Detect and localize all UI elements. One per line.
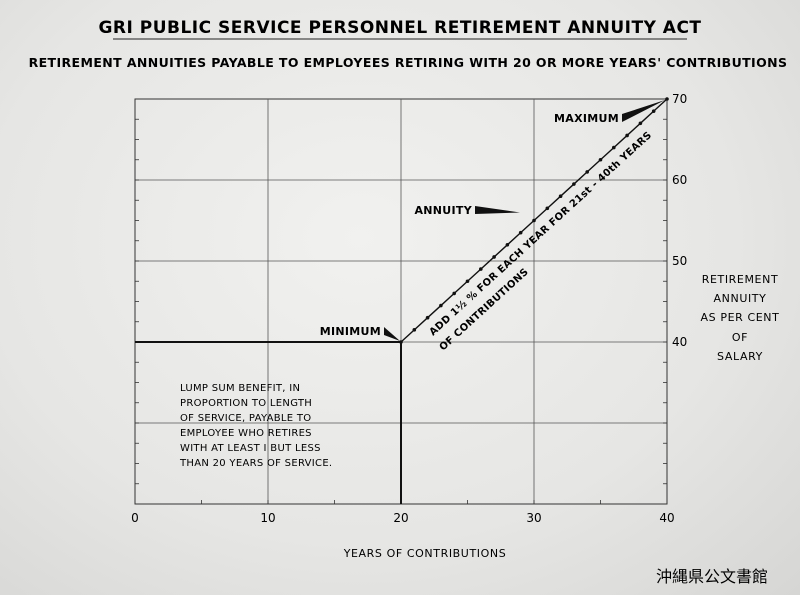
y-tick-label: 40 [672, 335, 687, 349]
archive-stamp: 沖縄県公文書館 [656, 567, 768, 586]
annuity-point [412, 328, 417, 332]
x-tick-label: 10 [260, 511, 275, 525]
annuity-point [439, 303, 443, 308]
maximum-annotation-pointer [622, 100, 665, 122]
annuity-point [558, 194, 563, 198]
annuity-point [545, 206, 550, 211]
lump-sum-line: WITH AT LEAST I BUT LESS [180, 443, 321, 454]
annuity-point [425, 315, 430, 320]
annuity-point [612, 145, 616, 150]
annuity-point [452, 291, 457, 296]
maximum-annotation-label: MAXIMUM [554, 112, 619, 125]
annuity-point [638, 121, 643, 126]
chart-title: GRI PUBLIC SERVICE PERSONNEL RETIREMENT … [98, 18, 701, 38]
x-tick-label: 30 [526, 511, 541, 525]
y-axis-label-line: AS PER CENT [701, 311, 780, 324]
y-axis-label-line: RETIREMENT [702, 273, 779, 286]
y-axis-label: RETIREMENT ANNUITY AS PER CENT OF SALARY [701, 273, 780, 363]
y-tick-label: 70 [672, 92, 687, 106]
y-axis-label-line: OF [732, 331, 748, 344]
lump-sum-note: LUMP SUM BENEFIT, IN PROPORTION TO LENGT… [179, 383, 332, 469]
lump-sum-line: OF SERVICE, PAYABLE TO [180, 413, 311, 424]
x-tick-label: 40 [659, 511, 674, 525]
annuity-point [572, 182, 576, 186]
chart-subtitle: RETIREMENT ANNUITIES PAYABLE TO EMPLOYEE… [29, 55, 788, 70]
y-axis-label-line: SALARY [717, 350, 763, 363]
minimum-annotation-label: MINIMUM [320, 325, 381, 338]
x-tick-label: 0 [131, 511, 139, 525]
annuity-rate-note: ADD 1½ % FOR EACH YEAR FOR 21st - 40th Y… [428, 130, 655, 338]
annuity-point [625, 133, 629, 138]
annuity-point [518, 230, 523, 235]
lump-sum-line: PROPORTION TO LENGTH [180, 398, 312, 409]
y-tick-label: 60 [672, 173, 687, 187]
annuity-point [665, 97, 669, 101]
annuity-point [585, 170, 589, 174]
annuity-point [399, 340, 403, 344]
annuity-point [479, 267, 483, 271]
annuity-point [505, 243, 510, 247]
minimum-annotation-pointer [384, 327, 400, 341]
x-axis-label: YEARS OF CONTRIBUTIONS [343, 547, 507, 560]
lump-sum-line: THAN 20 YEARS OF SERVICE. [179, 458, 332, 469]
annuity-annotation-pointer [475, 206, 520, 214]
annuity-point [465, 279, 470, 284]
annuity-point [532, 218, 536, 223]
annuity-point [492, 255, 496, 259]
y-axis-label-line: ANNUITY [714, 292, 767, 305]
lump-sum-line: EMPLOYEE WHO RETIRES [180, 428, 312, 439]
y-tick-label: 50 [672, 254, 687, 268]
lump-sum-line: LUMP SUM BENEFIT, IN [180, 383, 300, 394]
annuity-point [651, 109, 656, 113]
annuity-point [598, 157, 603, 162]
annuity-annotation-label: ANNUITY [414, 204, 472, 217]
x-tick-label: 20 [393, 511, 408, 525]
